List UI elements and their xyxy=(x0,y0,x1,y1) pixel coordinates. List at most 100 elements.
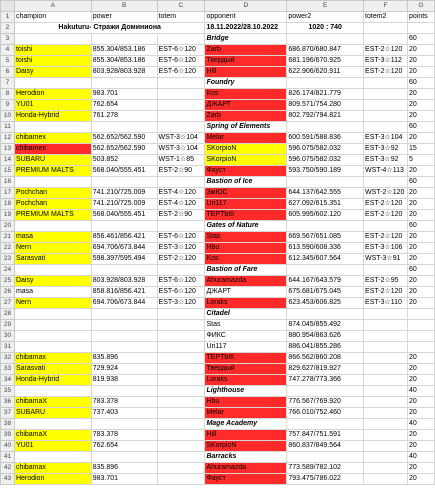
row-header[interactable]: 7 xyxy=(1,78,15,89)
totem2-cell[interactable] xyxy=(364,331,408,342)
header-totem2[interactable]: totem2 xyxy=(364,12,408,23)
column-header-f[interactable]: F xyxy=(364,1,408,12)
section-name[interactable]: Spring of Elements xyxy=(205,122,287,133)
champion-cell[interactable]: Daisy xyxy=(14,67,91,78)
cell[interactable] xyxy=(91,309,157,320)
row-header[interactable]: 12 xyxy=(1,133,15,144)
power-cell[interactable]: 568.040/555.451 xyxy=(91,166,157,177)
totem-cell[interactable] xyxy=(157,100,205,111)
champion-cell[interactable]: PREMIUM MALTS xyxy=(14,166,91,177)
champion-cell[interactable]: SUBARU xyxy=(14,155,91,166)
section-name[interactable]: Barracks xyxy=(205,452,287,463)
opponent-cell[interactable]: Hill xyxy=(205,67,287,78)
row-header[interactable]: 5 xyxy=(1,56,15,67)
row-header[interactable]: 29 xyxy=(1,320,15,331)
totem2-cell[interactable] xyxy=(364,353,408,364)
cell[interactable] xyxy=(364,177,408,188)
totem2-cell[interactable]: EST-3☆104 xyxy=(364,133,408,144)
cell[interactable] xyxy=(157,419,205,430)
row-header[interactable]: 11 xyxy=(1,122,15,133)
row-header[interactable]: 40 xyxy=(1,441,15,452)
totem2-cell[interactable]: EST-3☆106 xyxy=(364,243,408,254)
points-cell[interactable]: 40 xyxy=(408,452,435,463)
points-cell[interactable] xyxy=(408,342,435,353)
power2-cell[interactable]: 622.906/620.911 xyxy=(287,67,364,78)
totem-cell[interactable]: EST-2☆90 xyxy=(157,210,205,221)
champion-cell[interactable]: YU01 xyxy=(14,441,91,452)
power-cell[interactable]: 783.378 xyxy=(91,430,157,441)
champion-cell[interactable]: chibamaX xyxy=(14,397,91,408)
opponent-cell[interactable]: Stas xyxy=(205,232,287,243)
points-cell[interactable]: 20 xyxy=(408,276,435,287)
champion-cell[interactable]: masa xyxy=(14,232,91,243)
row-header[interactable]: 18 xyxy=(1,199,15,210)
power-cell[interactable]: 762.654 xyxy=(91,441,157,452)
totem-cell[interactable]: EST-6☆120 xyxy=(157,276,205,287)
power2-cell[interactable]: 773.589/782.102 xyxy=(287,463,364,474)
cell[interactable] xyxy=(157,386,205,397)
champion-cell[interactable]: toishi xyxy=(14,45,91,56)
cell[interactable] xyxy=(157,309,205,320)
champion-cell[interactable]: Sarasvati xyxy=(14,254,91,265)
champion-cell[interactable]: Sarasvati xyxy=(14,364,91,375)
opponent-cell[interactable]: Uri117 xyxy=(205,342,287,353)
points-cell[interactable]: 60 xyxy=(408,78,435,89)
totem2-cell[interactable]: EST-3☆112 xyxy=(364,56,408,67)
opponent-cell[interactable]: Kos xyxy=(205,89,287,100)
power-cell[interactable]: 856.461/856.421 xyxy=(91,232,157,243)
power-cell[interactable]: 741.210/725.009 xyxy=(91,188,157,199)
points-cell[interactable]: 40 xyxy=(408,419,435,430)
power-cell[interactable] xyxy=(91,342,157,353)
totem-cell[interactable] xyxy=(157,430,205,441)
power-cell[interactable]: 803.928/803.928 xyxy=(91,67,157,78)
power-cell[interactable]: 983.701 xyxy=(91,474,157,485)
power2-cell[interactable]: 866.562/860.208 xyxy=(287,353,364,364)
row-header[interactable]: 22 xyxy=(1,243,15,254)
power2-cell[interactable]: 627.092/615.351 xyxy=(287,199,364,210)
opponent-cell[interactable]: Hbu xyxy=(205,397,287,408)
champion-cell[interactable]: SUBARU xyxy=(14,408,91,419)
row-header[interactable]: 37 xyxy=(1,408,15,419)
row-header[interactable]: 32 xyxy=(1,353,15,364)
opponent-cell[interactable]: TEPTbIII xyxy=(205,210,287,221)
opponent-cell[interactable]: ЗмЮС xyxy=(205,188,287,199)
cell[interactable] xyxy=(157,265,205,276)
totem-cell[interactable] xyxy=(157,397,205,408)
totem2-cell[interactable]: EST-3☆92 xyxy=(364,144,408,155)
champion-cell[interactable]: chibamex xyxy=(14,133,91,144)
power2-cell[interactable]: 600.591/588.836 xyxy=(287,133,364,144)
totem-cell[interactable]: WST-3☆104 xyxy=(157,144,205,155)
totem2-cell[interactable] xyxy=(364,320,408,331)
champion-cell[interactable] xyxy=(14,331,91,342)
power-cell[interactable]: 562.652/562.590 xyxy=(91,133,157,144)
totem-cell[interactable]: EST-4☆120 xyxy=(157,188,205,199)
power2-cell[interactable]: 644.137/642.555 xyxy=(287,188,364,199)
cell[interactable] xyxy=(14,265,91,276)
power2-cell[interactable]: 596.075/582.032 xyxy=(287,155,364,166)
totem2-cell[interactable]: EST-2☆120 xyxy=(364,232,408,243)
cell[interactable] xyxy=(91,34,157,45)
opponent-cell[interactable]: SKorpioN xyxy=(205,144,287,155)
opponent-cell[interactable]: Melar xyxy=(205,408,287,419)
opponent-cell[interactable]: Фауст xyxy=(205,474,287,485)
totem-cell[interactable] xyxy=(157,331,205,342)
points-cell[interactable]: 60 xyxy=(408,122,435,133)
cell[interactable] xyxy=(14,386,91,397)
power-cell[interactable]: 562.652/562.590 xyxy=(91,144,157,155)
opponent-cell[interactable]: SKorpioN xyxy=(205,155,287,166)
score-cell[interactable]: 1020 : 740 xyxy=(287,23,364,34)
points-cell[interactable]: 20 xyxy=(408,232,435,243)
totem-cell[interactable]: EST-4☆120 xyxy=(157,199,205,210)
champion-cell[interactable]: Herodion xyxy=(14,474,91,485)
totem-cell[interactable]: EST-6☆120 xyxy=(157,45,205,56)
power-cell[interactable]: 819.938 xyxy=(91,375,157,386)
totem-cell[interactable] xyxy=(157,111,205,122)
opponent-cell[interactable]: Melar xyxy=(205,133,287,144)
champion-cell[interactable] xyxy=(14,320,91,331)
opponent-cell[interactable]: Твердый xyxy=(205,364,287,375)
power-cell[interactable] xyxy=(91,320,157,331)
power2-cell[interactable]: 681.196/670.925 xyxy=(287,56,364,67)
column-header-d[interactable]: D xyxy=(205,1,287,12)
power2-cell[interactable]: 793.475/786.022 xyxy=(287,474,364,485)
row-header[interactable]: 20 xyxy=(1,221,15,232)
